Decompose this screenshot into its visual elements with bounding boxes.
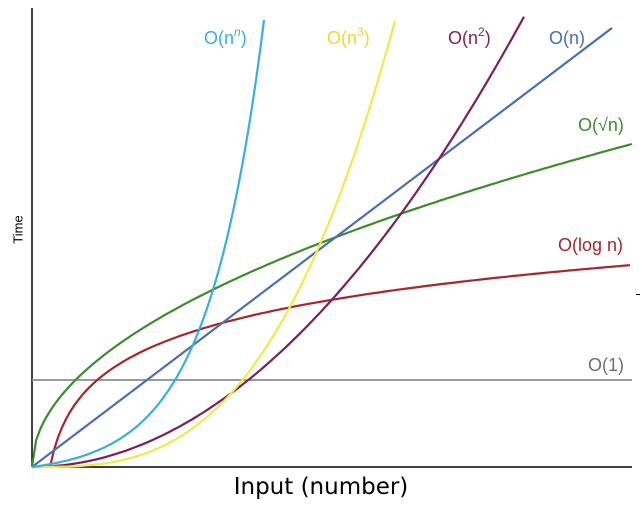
y-axis-label: Time — [10, 215, 26, 244]
series-line-cubic — [32, 20, 397, 469]
series-line-quadratic — [32, 16, 525, 469]
series-line-log — [48, 264, 631, 468]
x-axis-label: Input (number) — [233, 474, 409, 500]
series-line-exponential — [31, 19, 266, 469]
series-line-linear — [31, 27, 613, 468]
series-label: O(nn) — [204, 25, 247, 48]
series-label: O(√n) — [578, 115, 624, 135]
series-label: O(n) — [549, 28, 585, 48]
right-edge-tick — [636, 294, 640, 295]
series-label: O(log n) — [558, 235, 623, 255]
series-label: O(n3) — [327, 25, 370, 48]
series-label: O(1) — [588, 355, 624, 375]
series-line-sqrt — [30, 142, 633, 468]
series-label: O(n2) — [448, 25, 491, 48]
